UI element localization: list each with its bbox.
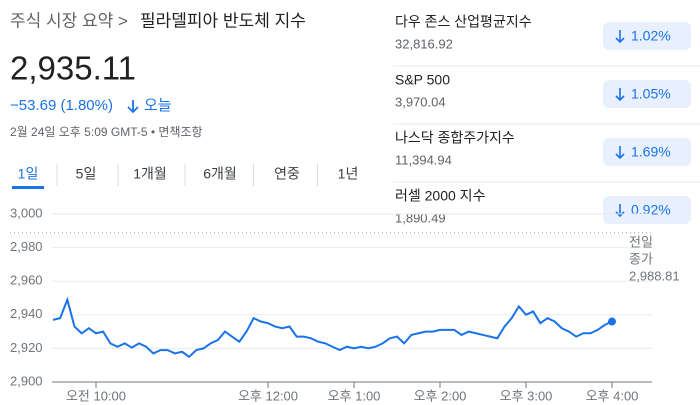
tab[interactable]: 연중 <box>274 166 300 182</box>
price-line <box>52 296 613 359</box>
breadcrumb[interactable]: 주식 시장 요약 > <box>10 11 128 30</box>
down-arrow <box>127 100 139 114</box>
x-tick-label: 오후 3:00 <box>500 388 553 403</box>
index-change: 1.05% <box>631 86 671 102</box>
tabs: 1일 5일 1개월 6개월 연중 1년 <box>12 164 358 189</box>
down-arrow <box>615 146 625 160</box>
index-value: 11,394.94 <box>395 152 452 167</box>
change-pill <box>603 22 691 50</box>
y-tick-label: 2,960 <box>10 273 43 288</box>
arrow-head <box>615 211 625 218</box>
y-tick-label: 2,900 <box>10 373 43 388</box>
index-name[interactable]: S&P 500 <box>395 72 450 88</box>
index-change: 0.92% <box>631 202 671 218</box>
tab[interactable]: 1일 <box>18 166 39 182</box>
index-change: 1.69% <box>631 144 671 160</box>
change: −53.69 (1.80%) <box>10 97 113 114</box>
tab[interactable]: 6개월 <box>203 166 237 182</box>
x-tick-label: 오후 1:00 <box>328 388 381 403</box>
chart: 2,900 2,920 2,940 2,960 2,980 3,000 오전 10:00 오후… <box>10 205 680 403</box>
change-pill <box>603 196 691 224</box>
change-pill <box>603 138 691 166</box>
x-tick-label: 오전 10:00 <box>66 388 126 403</box>
index-value: 3,970.04 <box>395 94 446 109</box>
tab-underline <box>12 186 44 189</box>
y-tick-label: 2,980 <box>10 239 43 254</box>
y-tick-label: 2,940 <box>10 306 43 321</box>
page-title: 필라델피아 반도체 지수 <box>140 11 306 30</box>
down-arrow <box>615 88 625 102</box>
previous-close-label: 종가 <box>629 251 653 266</box>
change-period: 오늘 <box>144 97 172 114</box>
arrow-head <box>615 153 625 160</box>
tab[interactable]: 5일 <box>76 166 97 182</box>
tab[interactable]: 1년 <box>338 166 359 182</box>
timestamp: 2월 24일 오후 5:09 GMT-5 • 면책조항 <box>10 124 203 139</box>
price: 2,935.11 <box>10 50 136 87</box>
index-change: 1.02% <box>631 28 671 44</box>
arrow-head <box>615 37 625 44</box>
x-tick-label: 오후 2:00 <box>414 388 467 403</box>
index-name[interactable]: 러셀 2000 지수 <box>395 188 486 204</box>
down-arrow <box>615 30 625 44</box>
index-name[interactable]: 다우 존스 산업평균지수 <box>395 14 532 30</box>
previous-close-label: 전일 <box>629 234 653 249</box>
y-tick-label: 2,920 <box>10 340 43 355</box>
x-tick-label: 오후 4:00 <box>586 388 639 403</box>
arrow-head <box>615 95 625 102</box>
index-name[interactable]: 나스닥 종합주가지수 <box>395 130 515 146</box>
previous-close-value: 2,988.81 <box>629 268 680 283</box>
y-tick-label: 3,000 <box>10 205 43 220</box>
index-value: 1,890.49 <box>395 210 446 225</box>
index-value: 32,816.92 <box>395 36 453 51</box>
last-point <box>608 317 616 326</box>
change-pill <box>603 80 691 108</box>
tab[interactable]: 1개월 <box>133 166 167 182</box>
index-list: 다우 존스 산업평균지수 32,816.92 1.02% S&P 500 3,970.0… <box>393 14 700 225</box>
x-tick-label: 오후 12:00 <box>238 388 298 403</box>
